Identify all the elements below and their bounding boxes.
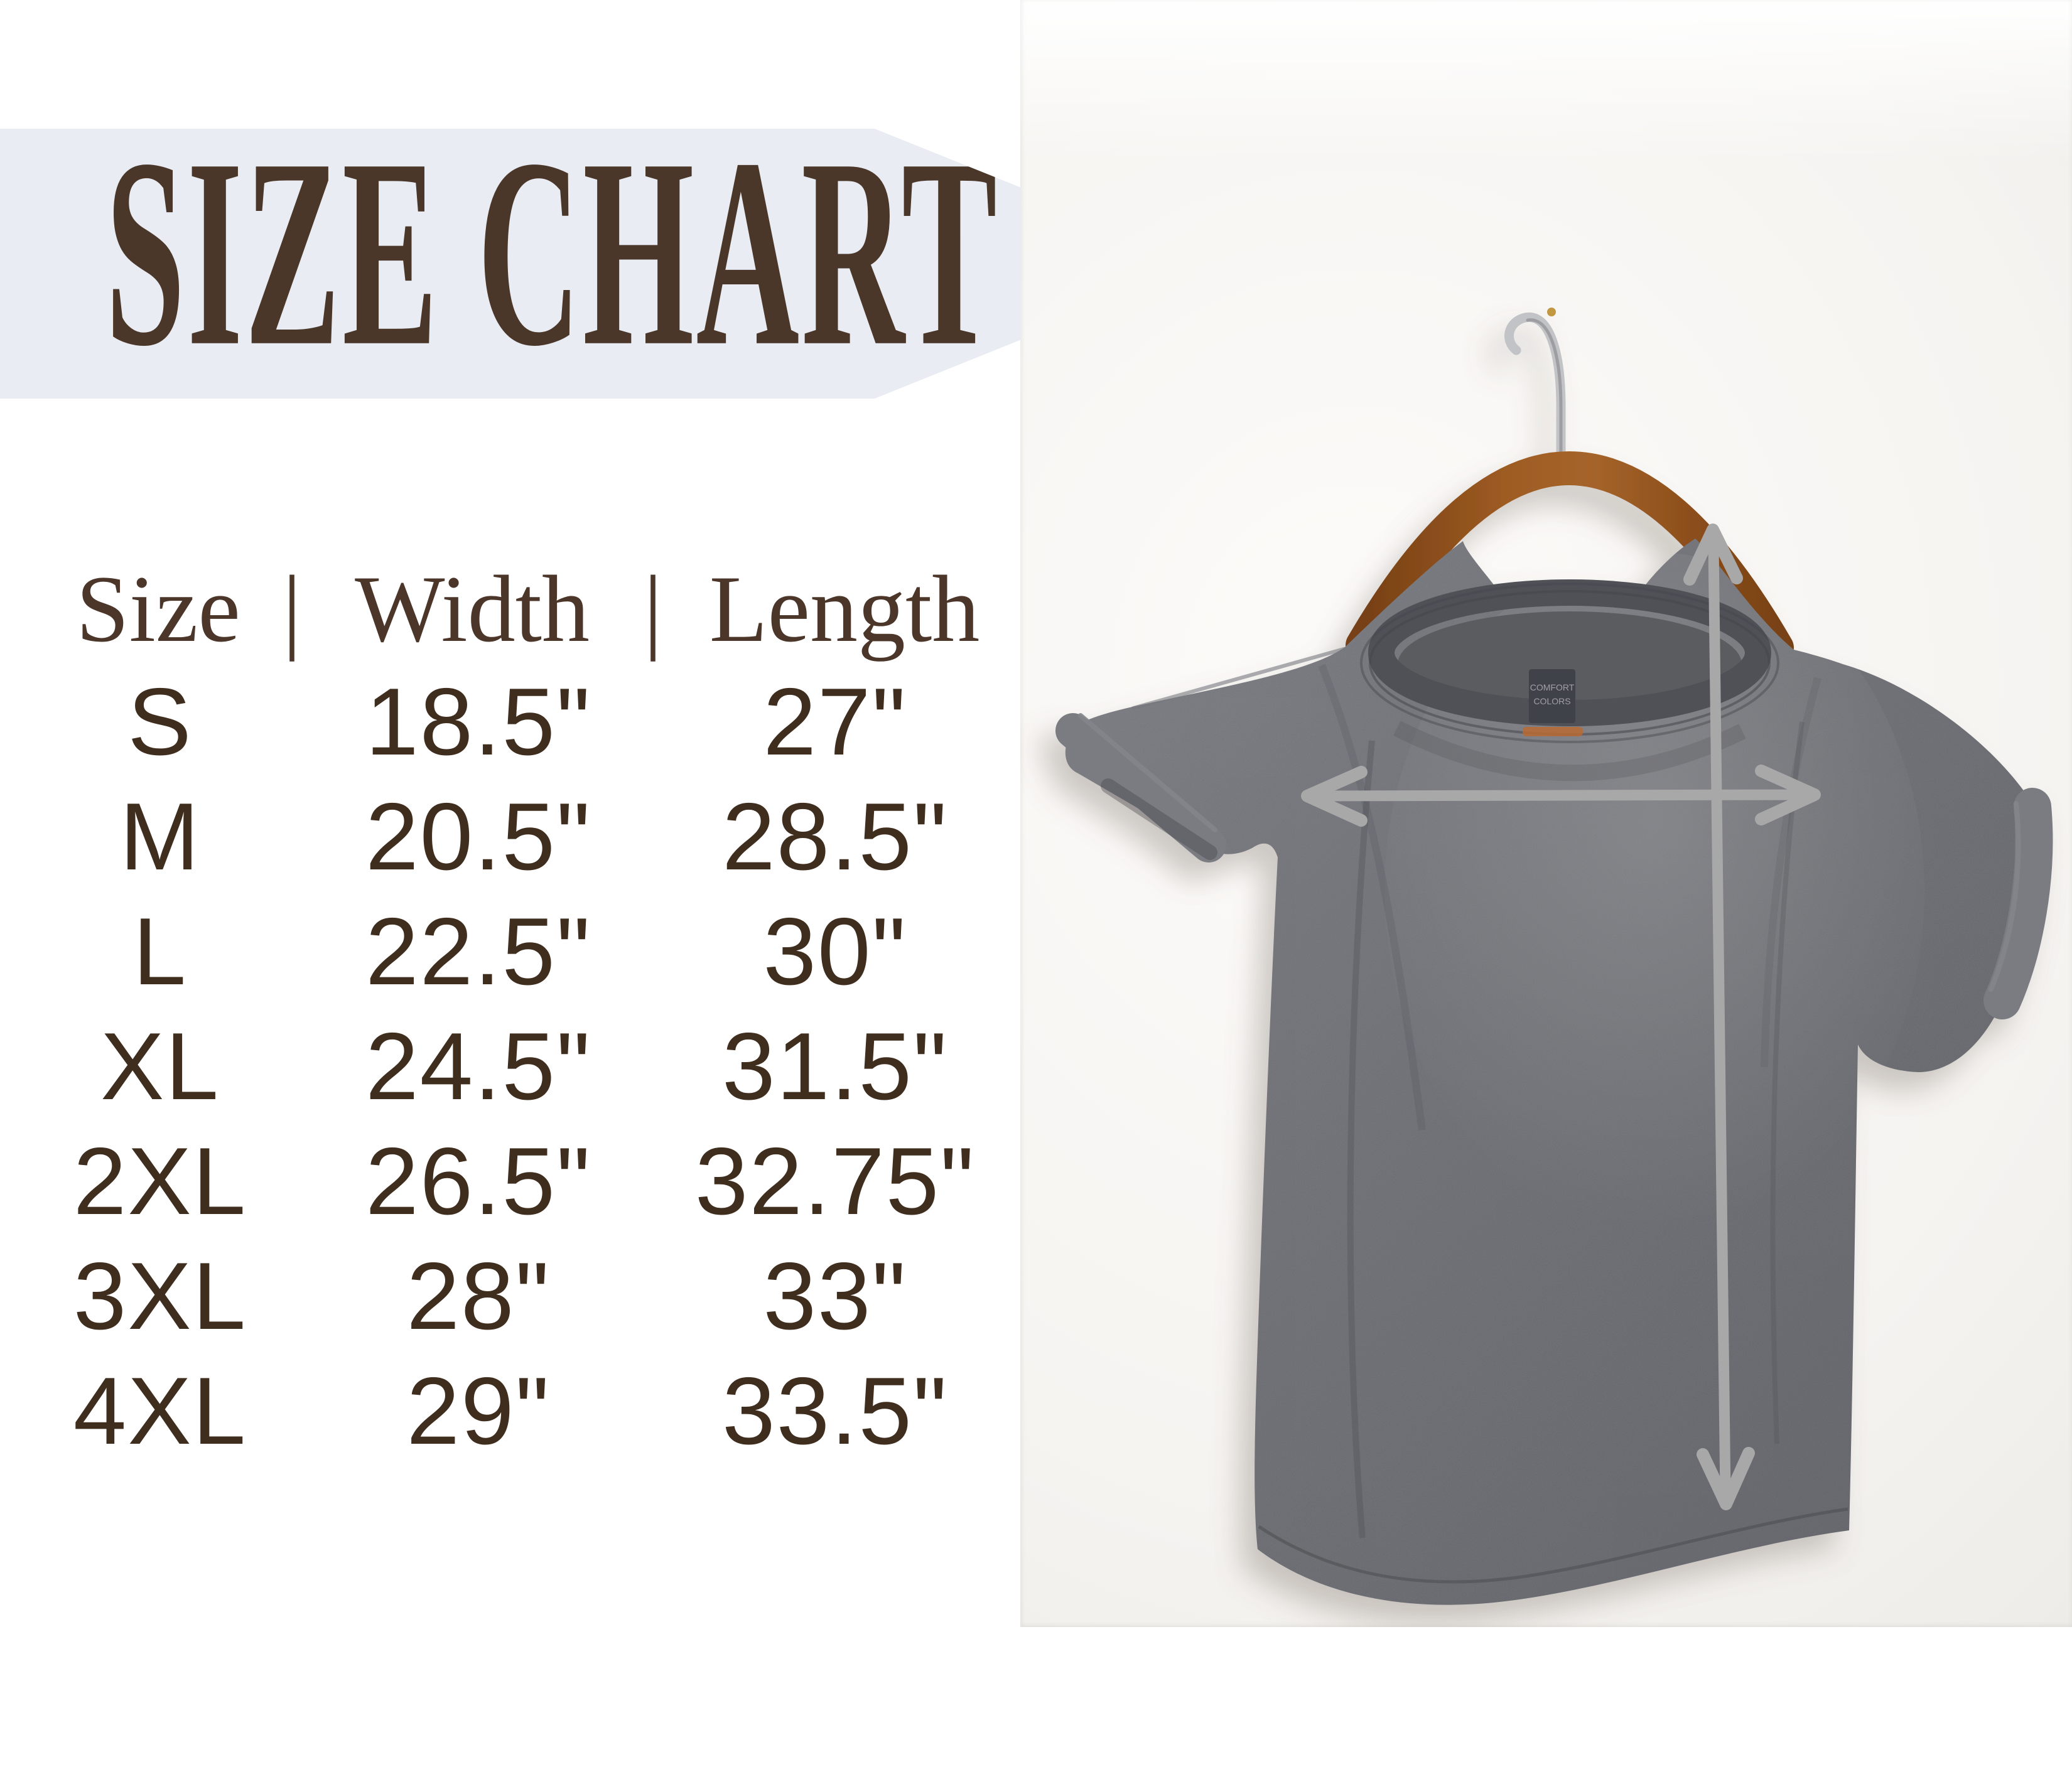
cell-width: 20.5" [365, 783, 591, 890]
hanging-shirt-group: COMFORT COLORS [1055, 308, 2053, 1605]
neck-label: COMFORT COLORS [1523, 669, 1583, 736]
table-row: S 18.5" 27" [0, 667, 1052, 777]
svg-text:COLORS: COLORS [1533, 696, 1570, 706]
cell-length: 33" [763, 1243, 907, 1350]
label-sticker [1523, 727, 1583, 736]
cell-width: 18.5" [365, 669, 591, 775]
cell-width: 29" [406, 1358, 551, 1464]
cell-length: 32.75" [694, 1128, 976, 1235]
product-photo: COMFORT COLORS [1020, 0, 2072, 1627]
table-row: 4XL 29" 33.5" [0, 1356, 1052, 1466]
header-length: Length [709, 556, 980, 662]
cell-size: S [127, 669, 193, 775]
cell-width: 28" [406, 1243, 551, 1350]
cell-size: 4XL [73, 1358, 247, 1464]
width-arrow-icon [1301, 765, 1821, 827]
svg-text:COMFORT: COMFORT [1530, 682, 1575, 692]
tshirt-photo-graphic: COMFORT COLORS [1055, 308, 2053, 1605]
tshirt: COMFORT COLORS [1055, 539, 2053, 1605]
cell-length: 33.5" [722, 1358, 948, 1464]
hem-stitch [1258, 1507, 1848, 1584]
cell-size: L [132, 898, 188, 1005]
collar: COMFORT COLORS [1360, 579, 1779, 743]
cell-width: 22.5" [365, 898, 591, 1005]
cell-length: 27" [763, 669, 907, 775]
page-title: SIZE CHART [105, 103, 1000, 402]
cell-length: 31.5" [722, 1013, 948, 1120]
header-width: Width [355, 556, 590, 662]
rolled-sleeve-cuffs [1055, 647, 2053, 1019]
cell-size: XL [100, 1013, 220, 1120]
header-size: Size [76, 556, 240, 662]
table-row: M 20.5" 28.5" [0, 782, 1052, 892]
hanger-hook-icon [1504, 308, 1566, 458]
cell-length: 28.5" [722, 783, 948, 890]
cell-size: 3XL [73, 1243, 247, 1350]
header-separator: | [282, 556, 302, 662]
header-separator: | [643, 556, 663, 662]
size-table-header: Size | Width | Length [0, 554, 1052, 664]
cell-size: M [119, 783, 201, 890]
table-row: XL 24.5" 31.5" [0, 1011, 1052, 1122]
cell-length: 30" [763, 898, 907, 1005]
table-row: 2XL 26.5" 32.75" [0, 1126, 1052, 1237]
length-arrow-icon [1683, 524, 1755, 1510]
cell-width: 26.5" [365, 1128, 591, 1235]
cell-size: 2XL [73, 1128, 247, 1235]
table-row: L 22.5" 30" [0, 896, 1052, 1007]
table-row: 3XL 28" 33" [0, 1241, 1052, 1351]
cell-width: 24.5" [365, 1013, 591, 1120]
